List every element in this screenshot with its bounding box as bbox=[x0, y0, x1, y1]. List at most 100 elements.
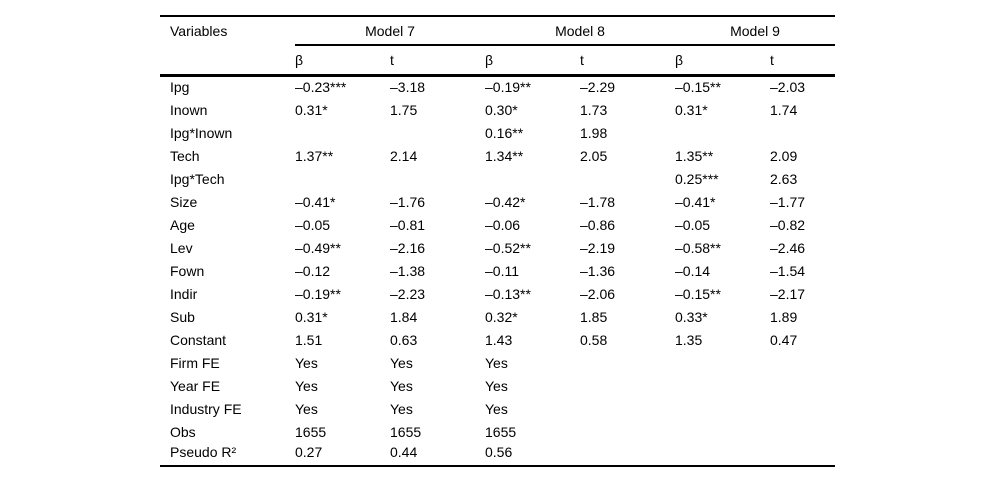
cell-value: –0.49** bbox=[295, 239, 341, 256]
cell-value: –2.03 bbox=[770, 79, 806, 96]
cell-value: Yes bbox=[295, 377, 318, 394]
cell-value: 1.89 bbox=[770, 308, 798, 325]
cell-value: Yes bbox=[485, 400, 508, 417]
cell-value: 0.31* bbox=[295, 308, 328, 325]
cell-value: –1.76 bbox=[390, 193, 426, 210]
model-7-beta-header: β bbox=[295, 45, 390, 77]
cell-value: –1.77 bbox=[770, 193, 806, 210]
cell-value bbox=[675, 351, 770, 374]
cell-value: 0.44 bbox=[390, 443, 418, 460]
table-row: Ipg*Tech 0.25*** 2.63 bbox=[160, 167, 835, 190]
cell-value bbox=[580, 167, 675, 190]
cell-value: –0.06 bbox=[485, 216, 521, 233]
table-row: Lev –0.49** –2.16 –0.52** –2.19 –0.58** … bbox=[160, 236, 835, 259]
cell-value: 2.63 bbox=[770, 170, 798, 187]
cell-value bbox=[770, 420, 835, 443]
cell-value: 1.75 bbox=[390, 101, 418, 118]
cell-value: Yes bbox=[485, 377, 508, 394]
model-8-header: Model 8 bbox=[485, 16, 675, 46]
cell-value: –0.05 bbox=[295, 216, 331, 233]
row-label: Lev bbox=[170, 239, 193, 256]
cell-value: 0.63 bbox=[390, 331, 418, 348]
cell-value: 2.09 bbox=[770, 147, 798, 164]
cell-value bbox=[580, 351, 675, 374]
cell-value: –1.36 bbox=[580, 262, 616, 279]
variables-column-header: Variables bbox=[170, 23, 228, 39]
cell-value bbox=[675, 374, 770, 397]
cell-value: 1.35** bbox=[675, 147, 714, 164]
cell-value bbox=[675, 397, 770, 420]
cell-value bbox=[770, 397, 835, 420]
regression-results-table: Variables Model 7 Model 8 Model 9 β t β … bbox=[160, 15, 835, 467]
cell-value: 0.31* bbox=[295, 101, 328, 118]
cell-value: 0.47 bbox=[770, 331, 798, 348]
cell-value: 0.58 bbox=[580, 331, 608, 348]
cell-value: Yes bbox=[390, 400, 413, 417]
row-label: Firm FE bbox=[170, 354, 220, 371]
cell-value: 0.27 bbox=[295, 443, 323, 460]
cell-value: –2.17 bbox=[770, 285, 806, 302]
table-row: Constant 1.51 0.63 1.43 0.58 1.35 0.47 bbox=[160, 328, 835, 351]
cell-value: 1655 bbox=[295, 423, 327, 440]
cell-value: –0.19** bbox=[485, 79, 531, 96]
cell-value: Yes bbox=[485, 354, 508, 371]
cell-value: –0.81 bbox=[390, 216, 426, 233]
row-label: Obs bbox=[170, 423, 196, 440]
model-header-row: Variables Model 7 Model 8 Model 9 bbox=[160, 16, 835, 46]
cell-value bbox=[675, 420, 770, 443]
cell-value bbox=[770, 351, 835, 374]
table-row: Year FE Yes Yes Yes bbox=[160, 374, 835, 397]
row-label: Tech bbox=[170, 147, 200, 164]
model-7-t-header: t bbox=[390, 45, 485, 77]
cell-value: –2.46 bbox=[770, 239, 806, 256]
cell-value: –0.41* bbox=[675, 193, 716, 210]
cell-value: –0.11 bbox=[485, 262, 519, 279]
cell-value: –0.05 bbox=[675, 216, 711, 233]
cell-value: 0.56 bbox=[485, 443, 513, 460]
model-9-beta-header: β bbox=[675, 45, 770, 77]
cell-value: –0.86 bbox=[580, 216, 616, 233]
cell-value: 1.98 bbox=[580, 124, 608, 141]
cell-value: 1.73 bbox=[580, 101, 608, 118]
cell-value: –0.19** bbox=[295, 285, 341, 302]
cell-value: –0.58** bbox=[675, 239, 721, 256]
row-label: Indir bbox=[170, 285, 198, 302]
table-row: Sub 0.31* 1.84 0.32* 1.85 0.33* 1.89 bbox=[160, 305, 835, 328]
table-row: Ipg –0.23*** –3.18 –0.19** –2.29 –0.15**… bbox=[160, 75, 835, 98]
cell-value: –2.23 bbox=[390, 285, 426, 302]
cell-value: –1.38 bbox=[390, 262, 426, 279]
model-8-t-header: t bbox=[580, 45, 675, 77]
table-row: Tech 1.37** 2.14 1.34** 2.05 1.35** 2.09 bbox=[160, 144, 835, 167]
model-9-header: Model 9 bbox=[675, 16, 835, 46]
cell-value: –0.12 bbox=[295, 262, 331, 279]
cell-value: –0.23*** bbox=[295, 79, 347, 96]
cell-value: 1655 bbox=[485, 423, 517, 440]
cell-value bbox=[675, 443, 770, 466]
row-label: Industry FE bbox=[170, 400, 242, 417]
row-label: Age bbox=[170, 216, 195, 233]
cell-value: –0.42* bbox=[485, 193, 526, 210]
cell-value: Yes bbox=[295, 354, 318, 371]
cell-value: 1.37** bbox=[295, 147, 334, 164]
row-label: Constant bbox=[170, 331, 227, 348]
cell-value: 1.43 bbox=[485, 331, 513, 348]
model-8-beta-header: β bbox=[485, 45, 580, 77]
row-label: Ipg bbox=[170, 79, 190, 96]
cell-value: –2.19 bbox=[580, 239, 616, 256]
cell-value bbox=[770, 374, 835, 397]
table-row: Ipg*Inown 0.16** 1.98 bbox=[160, 121, 835, 144]
cell-value bbox=[580, 420, 675, 443]
cell-value: 1.84 bbox=[390, 308, 418, 325]
cell-value bbox=[295, 167, 390, 190]
model-9-t-header: t bbox=[770, 45, 835, 77]
cell-value: –1.78 bbox=[580, 193, 616, 210]
table-header: Variables Model 7 Model 8 Model 9 β t β … bbox=[160, 16, 835, 77]
cell-value bbox=[485, 167, 580, 190]
cell-value: 1.35 bbox=[675, 331, 703, 348]
cell-value: Yes bbox=[390, 354, 413, 371]
table-row: Pseudo R² 0.27 0.44 0.56 bbox=[160, 443, 835, 466]
table-row: Inown 0.31* 1.75 0.30* 1.73 0.31* 1.74 bbox=[160, 98, 835, 121]
row-label: Sub bbox=[170, 308, 195, 325]
cell-value bbox=[580, 443, 675, 466]
